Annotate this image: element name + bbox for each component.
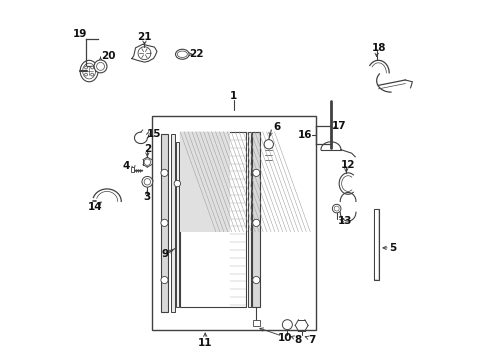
Text: 4: 4 [122,161,130,171]
Circle shape [282,320,292,330]
Text: 22: 22 [189,49,203,59]
Circle shape [97,63,104,70]
Text: 19: 19 [73,28,87,39]
Text: 3: 3 [143,192,151,202]
Bar [252,132,260,307]
Text: 21: 21 [137,32,151,42]
Circle shape [84,73,87,76]
Text: 18: 18 [371,43,386,53]
Text: 14: 14 [88,202,102,212]
Bar [374,210,377,279]
Bar [170,134,175,312]
Bar [176,143,179,307]
Circle shape [161,219,168,226]
Circle shape [252,219,259,226]
Circle shape [264,140,273,149]
Ellipse shape [175,49,189,59]
Text: 10: 10 [277,333,291,343]
Bar [151,116,315,330]
Text: 16: 16 [297,130,312,140]
Text: 20: 20 [101,51,115,61]
Text: 6: 6 [272,122,280,132]
Circle shape [142,176,152,187]
Bar [180,132,230,232]
Text: 5: 5 [388,243,396,253]
Circle shape [91,66,93,69]
Bar [160,134,168,312]
Circle shape [144,159,150,165]
Circle shape [94,60,107,73]
Text: 13: 13 [337,216,352,226]
Text: 7: 7 [308,335,315,345]
Circle shape [91,73,93,76]
Bar [131,167,134,172]
Text: 2: 2 [143,144,151,154]
Circle shape [144,179,150,185]
Bar [247,132,250,307]
Circle shape [252,276,259,284]
Text: 8: 8 [294,335,301,345]
Bar [180,132,246,307]
Circle shape [332,204,340,213]
Text: 17: 17 [331,121,346,131]
Bar [253,320,259,327]
Text: 12: 12 [340,159,355,170]
Bar [373,208,378,280]
Text: 1: 1 [230,91,237,101]
Circle shape [84,66,87,69]
Circle shape [161,276,168,284]
Circle shape [333,206,339,211]
Text: 9: 9 [162,249,168,259]
Text: 15: 15 [147,129,162,139]
Circle shape [252,169,259,176]
Ellipse shape [177,51,187,58]
Circle shape [161,169,168,176]
Text: 11: 11 [198,338,212,348]
Circle shape [174,180,180,187]
